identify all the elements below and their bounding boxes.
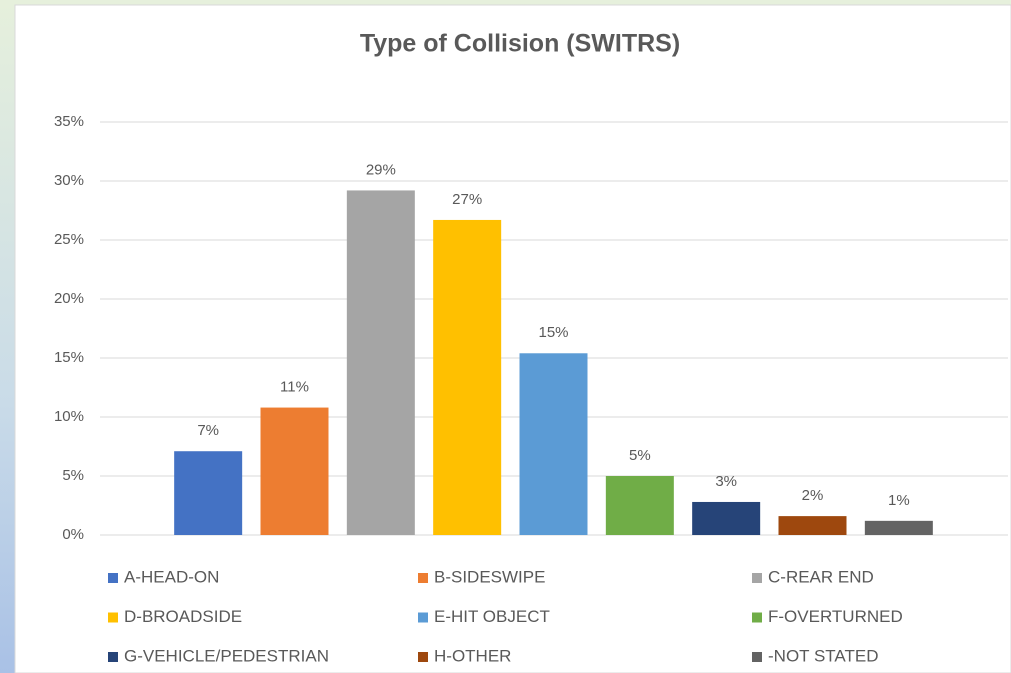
legend-label: H-OTHER xyxy=(434,646,511,665)
y-tick-label: 10% xyxy=(54,408,84,425)
data-label: 2% xyxy=(802,487,824,504)
legend-label: E-HIT OBJECT xyxy=(434,607,550,626)
legend-label: -NOT STATED xyxy=(768,646,879,665)
legend-label: G-VEHICLE/PEDESTRIAN xyxy=(124,646,329,665)
y-tick-label: 5% xyxy=(62,467,84,484)
y-tick-label: 25% xyxy=(54,231,84,248)
legend-swatch xyxy=(752,652,762,662)
bar xyxy=(433,219,502,535)
data-label: 29% xyxy=(366,161,396,178)
y-tick-label: 0% xyxy=(62,526,84,543)
y-tick-label: 15% xyxy=(54,349,84,366)
legend-swatch xyxy=(752,612,762,623)
bar xyxy=(260,407,329,535)
bar xyxy=(864,520,933,535)
legend-label: C-REAR END xyxy=(768,567,874,586)
y-tick-label: 30% xyxy=(54,172,84,189)
data-label: 3% xyxy=(715,473,737,490)
legend-swatch xyxy=(108,612,118,623)
bar xyxy=(174,451,243,535)
bar xyxy=(346,190,415,535)
chart-title: Type of Collision (SWITRS) xyxy=(360,30,680,58)
bar xyxy=(519,353,588,535)
legend-swatch xyxy=(752,573,762,583)
bar xyxy=(692,501,761,535)
data-label: 27% xyxy=(452,191,482,208)
y-tick-label: 35% xyxy=(54,113,84,130)
chart-area xyxy=(14,4,1011,673)
legend-swatch xyxy=(108,652,118,662)
data-label: 11% xyxy=(280,379,309,396)
legend-label: A-HEAD-ON xyxy=(124,567,219,586)
bar xyxy=(778,516,847,535)
data-label: 5% xyxy=(629,447,651,464)
legend-swatch xyxy=(418,573,428,583)
legend-label: F-OVERTURNED xyxy=(768,607,903,626)
data-label: 7% xyxy=(197,422,219,439)
data-label: 15% xyxy=(538,324,568,341)
y-tick-label: 20% xyxy=(54,290,84,307)
legend-label: B-SIDESWIPE xyxy=(434,567,545,586)
bar xyxy=(605,476,674,535)
legend-swatch xyxy=(108,573,118,583)
legend-swatch xyxy=(418,652,428,662)
legend-swatch xyxy=(418,612,428,623)
data-label: 1% xyxy=(888,492,910,509)
legend-label: D-BROADSIDE xyxy=(124,607,242,626)
